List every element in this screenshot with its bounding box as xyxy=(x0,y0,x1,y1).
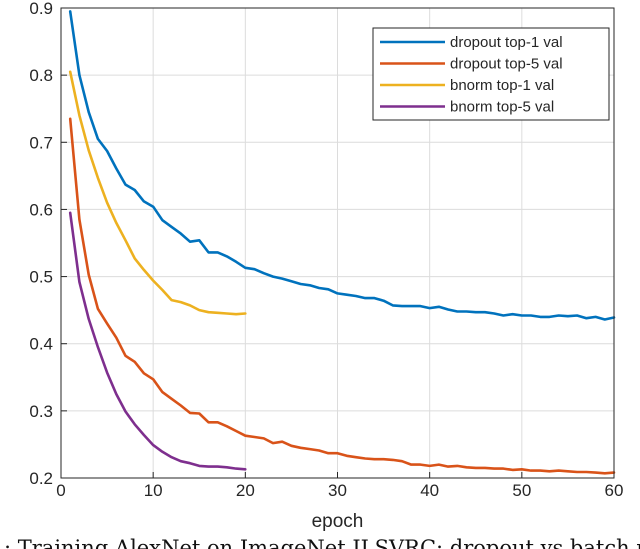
legend-box xyxy=(372,27,610,121)
legend-label: bnorm top-1 val xyxy=(450,77,554,94)
y-tick-label: 0.6 xyxy=(29,200,53,219)
x-tick-label: 50 xyxy=(512,481,531,500)
series-line-4 xyxy=(68,211,247,471)
x-tick-label: 40 xyxy=(420,481,439,500)
series-line-2 xyxy=(68,117,616,475)
legend-label: dropout top-5 val xyxy=(450,56,563,73)
y-tick-label: 0.7 xyxy=(29,133,53,152)
y-tick-label: 0.2 xyxy=(29,469,53,488)
series-layer xyxy=(68,10,616,475)
legend: dropout top-1 val dropout top-5 val bnorm … xyxy=(372,27,610,121)
series-line-3 xyxy=(68,70,247,316)
y-tick-label: 0.9 xyxy=(29,0,53,18)
y-tick-label: 0.8 xyxy=(29,66,53,85)
x-tick-label: 20 xyxy=(236,481,255,500)
y-tick-label: 0.4 xyxy=(29,335,53,354)
x-axis-label: epoch xyxy=(312,511,364,532)
x-tick-label: 30 xyxy=(328,481,347,500)
axis-ticks: 0 10 20 30 40 50 60 0.2 0.3 0.4 0.5 0.6 0.7 0.8 0.9 xyxy=(29,0,623,500)
series-line-1 xyxy=(68,10,616,321)
y-tick-label: 0.5 xyxy=(29,268,53,287)
x-tick-label: 60 xyxy=(605,481,624,500)
legend-label: dropout top-1 val xyxy=(450,34,563,51)
figure-caption: : Training AlexNet on ImageNet ILSVRC: d… xyxy=(4,536,640,549)
x-tick-label: 10 xyxy=(144,481,163,500)
y-tick-label: 0.3 xyxy=(29,402,53,421)
x-tick-label: 0 xyxy=(56,481,65,500)
legend-label: bnorm top-5 val xyxy=(450,99,554,116)
